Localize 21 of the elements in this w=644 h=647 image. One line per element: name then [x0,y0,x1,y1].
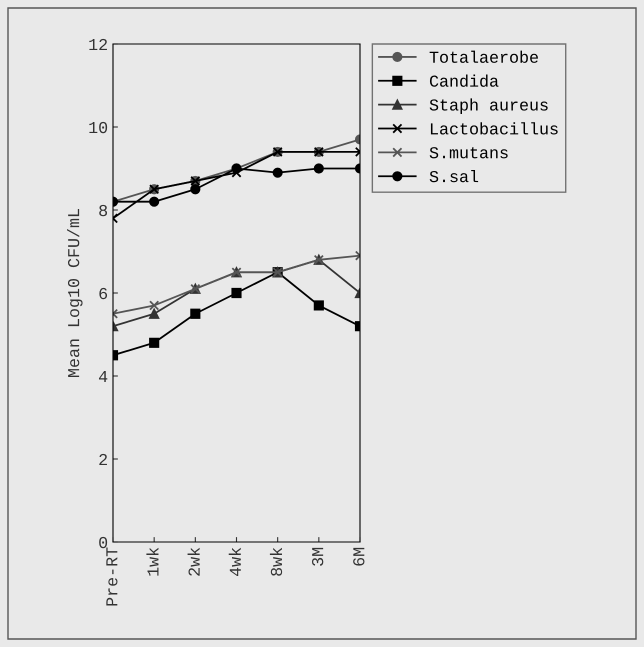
x-tick-label: 1wk [146,548,158,576]
y-tick-label: 12 [89,38,107,50]
y-tick-label: 0 [99,536,108,548]
x-tick-label: 2wk [188,548,200,576]
y-axis-title: Mean Log10 CFU/mL [67,209,83,377]
x-tick-label: 4wk [228,548,241,576]
legend-label: Candida [430,74,498,87]
y-tick-label: 10 [89,122,108,134]
y-tick-label: 4 [98,371,108,382]
legend-label: Totalaerobe [430,50,538,63]
legend-label: S.mutans [430,147,508,158]
legend-label: S.sal [430,170,478,182]
y-tick-label: 2 [99,454,107,466]
y-tick-label: 8 [99,204,108,216]
x-tick-label: 3M [312,548,324,566]
y-tick-label: 6 [99,288,108,300]
x-tick-label: Pre-RT [106,547,118,606]
legend-label: Lactobacillus [430,122,558,135]
x-tick-label: 6M [353,548,364,566]
x-tick-label: 8wk [270,548,282,576]
legend-label: Staph aureus [430,98,548,114]
